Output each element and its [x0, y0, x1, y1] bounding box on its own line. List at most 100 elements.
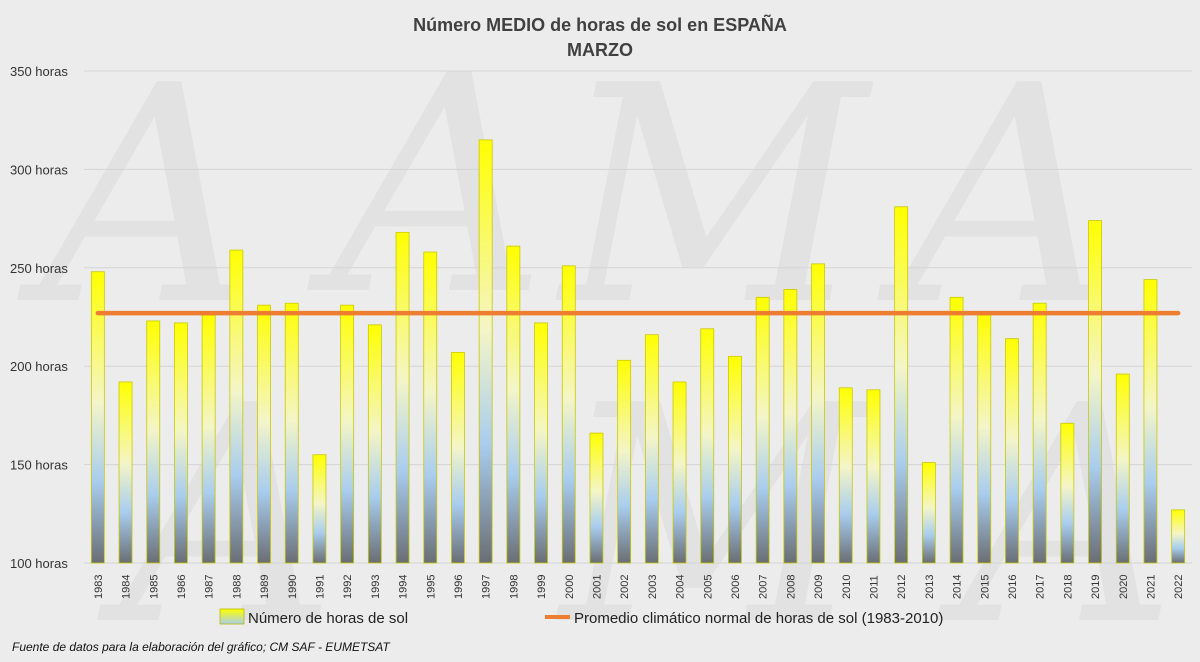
bar-1986	[174, 322, 188, 564]
x-tick-label: 1992	[342, 575, 354, 599]
x-tick-label: 1994	[398, 575, 410, 599]
x-tick-label: 2017	[1035, 575, 1047, 599]
x-tick-label: 2005	[702, 575, 714, 599]
x-tick-label: 2021	[1145, 575, 1157, 599]
x-tick-label: 2014	[952, 575, 964, 599]
bar-1995	[423, 251, 438, 564]
x-tick-label: 2000	[564, 575, 576, 599]
x-tick-label: 1998	[508, 575, 520, 599]
bar-2004	[672, 381, 687, 564]
bar-2021	[1143, 279, 1158, 564]
bar-2010	[838, 387, 853, 564]
bar-1989	[257, 304, 271, 564]
bar-2017	[1032, 302, 1047, 564]
x-tick-label: 2004	[675, 575, 687, 599]
bar-2014	[949, 296, 964, 564]
source-note: Fuente de datos para la elaboración del …	[12, 640, 391, 654]
chart-title: Número MEDIO de horas de sol en ESPAÑA	[413, 14, 787, 35]
bar-1991	[312, 454, 327, 564]
y-tick-label: 350 horas	[10, 64, 68, 79]
x-tick-label: 1996	[453, 575, 465, 599]
y-tick-label: 250 horas	[10, 261, 68, 276]
x-tick-label: 2006	[730, 575, 742, 599]
bar-1987	[201, 314, 216, 564]
bars	[90, 139, 1186, 564]
x-tick-label: 2016	[1007, 575, 1019, 599]
x-tick-label: 2022	[1173, 575, 1185, 599]
y-tick-label: 150 horas	[10, 458, 68, 473]
watermark: A A M A A M A	[17, 12, 1177, 662]
x-tick-label: 1988	[231, 575, 243, 599]
legend-label-line: Promedio climático normal de horas de so…	[574, 610, 943, 627]
y-tick-label: 200 horas	[10, 359, 68, 374]
bar-2011	[866, 389, 881, 564]
x-tick-label: 2015	[979, 575, 991, 599]
svg-text:A: A	[877, 22, 1117, 371]
x-tick-label: 2003	[647, 575, 659, 599]
x-tick-label: 2007	[758, 575, 770, 599]
x-tick-label: 1997	[481, 575, 493, 599]
bar-2009	[811, 263, 825, 564]
bar-1984	[118, 381, 133, 564]
x-tick-label: 1989	[259, 575, 271, 599]
x-tick-label: 1985	[148, 575, 160, 599]
bar-2003	[644, 334, 659, 564]
x-tick-label: 2013	[924, 575, 936, 599]
bar-1993	[367, 324, 382, 564]
svg-text:M: M	[555, 22, 874, 371]
bar-1997	[478, 139, 493, 564]
bar-2012	[894, 206, 909, 564]
x-tick-label: 2008	[785, 575, 797, 599]
bar-1983	[90, 271, 105, 564]
x-tick-label: 1986	[176, 575, 188, 599]
bar-2015	[977, 314, 992, 564]
y-tick-label: 300 horas	[10, 162, 68, 177]
bar-1999	[534, 322, 548, 564]
legend-swatch-bars	[219, 608, 245, 625]
x-tick-label: 1995	[425, 575, 437, 599]
chart-subtitle: MARZO	[567, 40, 633, 60]
bar-2013	[921, 462, 936, 564]
bar-1990	[284, 302, 299, 564]
bar-1994	[395, 231, 410, 564]
legend-label-bars: Número de horas de sol	[248, 610, 408, 627]
bar-2001	[589, 432, 604, 564]
bar-2019	[1088, 220, 1102, 564]
x-tick-label: 2018	[1062, 575, 1074, 599]
x-tick-label: 1991	[314, 575, 326, 599]
x-tick-label: 1993	[370, 575, 382, 599]
bar-2018	[1060, 422, 1075, 564]
y-axis: 100 horas 150 horas 200 horas 250 horas 300 …	[10, 64, 68, 571]
legend: Número de horas de sol Promedio climátic…	[219, 608, 943, 627]
x-tick-label: 1999	[536, 575, 548, 599]
bar-1985	[146, 320, 161, 564]
bar-1992	[340, 304, 355, 564]
x-tick-label: 2002	[619, 575, 631, 599]
bar-2020	[1115, 373, 1130, 564]
x-tick-label: 2020	[1118, 575, 1130, 599]
bar-2002	[617, 359, 632, 564]
x-tick-label: 2011	[868, 575, 880, 599]
bar-2016	[1005, 338, 1019, 564]
svg-text:A: A	[937, 342, 1177, 662]
x-tick-label: 1983	[93, 575, 105, 599]
bar-2005	[700, 328, 715, 564]
bar-2008	[783, 289, 798, 564]
x-axis: 1983 1984 1985 1986 1987 1988 1989 1990 1991 1992…	[93, 575, 1185, 599]
x-tick-label: 2012	[896, 575, 908, 599]
x-tick-label: 1987	[204, 575, 216, 599]
x-tick-label: 1984	[121, 575, 133, 599]
y-tick-label: 100 horas	[10, 556, 68, 571]
bar-2007	[755, 296, 770, 564]
bar-1988	[229, 249, 244, 564]
bar-1998	[506, 245, 521, 564]
x-tick-label: 2009	[813, 575, 825, 599]
bar-2006	[728, 355, 742, 564]
bar-2022	[1171, 509, 1186, 564]
x-tick-label: 2001	[591, 575, 603, 599]
bar-1996	[451, 352, 465, 564]
x-tick-label: 2010	[841, 575, 853, 599]
x-tick-label: 2019	[1090, 575, 1102, 599]
